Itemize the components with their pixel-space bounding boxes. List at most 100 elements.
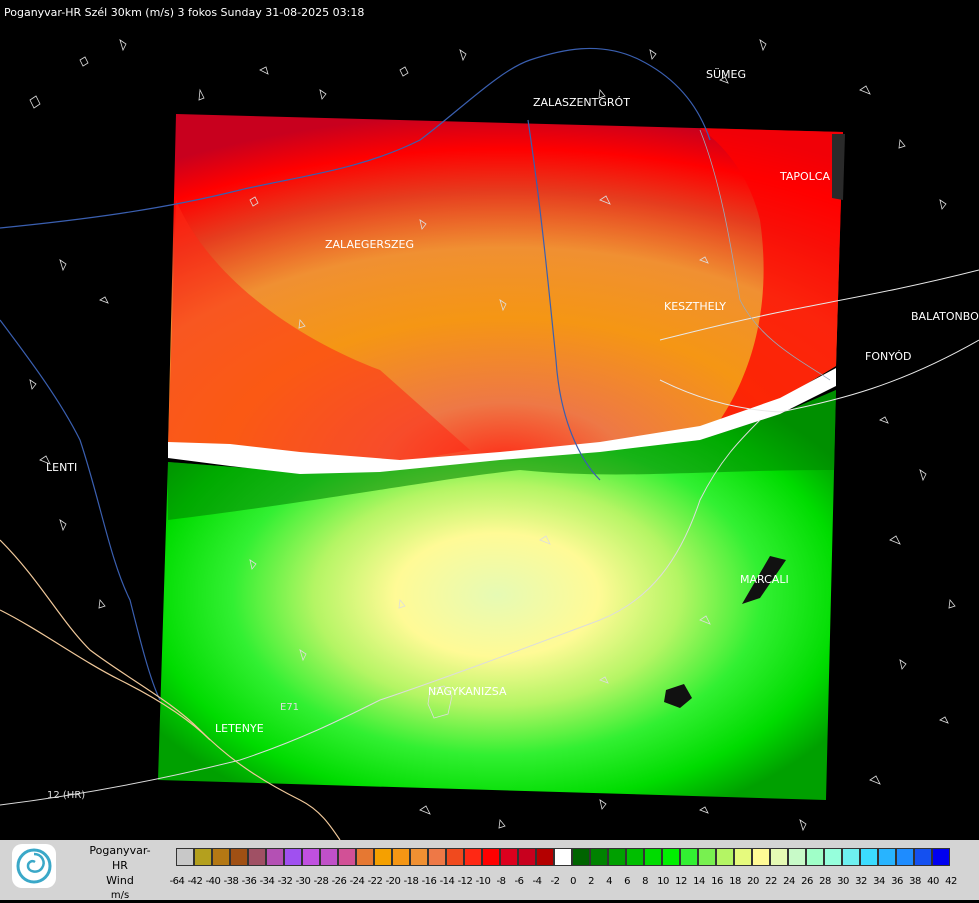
legend-tick-label: -14 — [439, 876, 455, 887]
legend-tick-label: -26 — [331, 876, 347, 887]
legend-tick-label: -8 — [496, 876, 506, 887]
legend-swatch — [356, 848, 374, 866]
legend-swatch — [788, 848, 806, 866]
legend-swatch — [914, 848, 932, 866]
legend-swatch — [572, 848, 590, 866]
legend-tick-label: 4 — [606, 876, 612, 887]
city-label-sumeg: SÜMEG — [706, 68, 746, 81]
city-labels: SÜMEG ZALASZENTGRÓT TAPOLCA ZALAEGERSZEG… — [46, 68, 979, 801]
legend-swatch — [410, 848, 428, 866]
legend-swatch — [320, 848, 338, 866]
legend-swatch — [212, 848, 230, 866]
map-svg: SÜMEG ZALASZENTGRÓT TAPOLCA ZALAEGERSZEG… — [0, 39, 979, 841]
legend-tick-label: 0 — [570, 876, 576, 887]
legend-tick-label: 26 — [801, 876, 813, 887]
legend-bar: Poganyvar-HR Wind m/s -64 -42 -40 -38 -36 -34… — [0, 840, 979, 903]
legend-tick-label: 28 — [819, 876, 831, 887]
velocity-strong-left — [168, 200, 470, 462]
map-title: Poganyvar-HR Szél 30km (m/s) 3 fokos Sun… — [4, 6, 365, 19]
legend-swatch — [230, 848, 248, 866]
legend-tick-label: 18 — [729, 876, 741, 887]
legend-tick-label: 30 — [837, 876, 849, 887]
legend-title: Poganyvar-HR Wind m/s — [84, 843, 156, 903]
legend-tick-label: 34 — [873, 876, 885, 887]
legend-swatch — [860, 848, 878, 866]
settlements — [29, 39, 956, 832]
city-label-tapolca: TAPOLCA — [779, 170, 830, 183]
legend-swatch — [266, 848, 284, 866]
legend-swatch — [284, 848, 302, 866]
legend-swatch — [302, 848, 320, 866]
no-data-patch — [742, 556, 786, 604]
legend-tick-label: -18 — [403, 876, 419, 887]
legend-title-line: m/s — [110, 890, 130, 901]
legend-swatch — [392, 848, 410, 866]
no-data-patch — [664, 684, 692, 708]
legend-tick-label: -30 — [295, 876, 311, 887]
legend-swatch — [878, 848, 896, 866]
legend-swatch — [770, 848, 788, 866]
legend-tick-label: 40 — [927, 876, 939, 887]
legend-tick-label: 14 — [693, 876, 705, 887]
legend-tick-label: -22 — [367, 876, 383, 887]
river — [0, 47, 711, 229]
legend-tick-label: 8 — [642, 876, 648, 887]
legend-tick-label: 6 — [624, 876, 630, 887]
legend-swatch — [644, 848, 662, 866]
legend-tick-label: -24 — [349, 876, 365, 887]
velocity-inbound-dark — [168, 390, 836, 520]
legend-swatch — [842, 848, 860, 866]
legend-tick-label: 36 — [891, 876, 903, 887]
road — [0, 539, 341, 841]
legend-swatch — [464, 848, 482, 866]
legend-swatch — [176, 848, 194, 866]
no-data-patch — [832, 134, 845, 200]
legend-tick-label: 16 — [711, 876, 723, 887]
city-label-nagykanizsa: NAGYKANIZSA — [428, 685, 507, 698]
river — [0, 319, 161, 701]
legend-tick-label: 38 — [909, 876, 921, 887]
river — [527, 119, 601, 481]
border — [699, 129, 831, 381]
lake-balaton — [659, 269, 979, 341]
legend-swatch — [626, 848, 644, 866]
legend-swatch — [734, 848, 752, 866]
legend-swatch — [194, 848, 212, 866]
legend-swatch — [554, 848, 572, 866]
city-label-keszthely: KESZTHELY — [664, 300, 726, 313]
legend-tick-label: 12 — [675, 876, 687, 887]
legend-tick-label: 20 — [747, 876, 759, 887]
legend-tick-label: -16 — [421, 876, 437, 887]
poganyvar-logo — [12, 844, 56, 888]
legend-tick-label: 10 — [657, 876, 669, 887]
legend-swatch — [662, 848, 680, 866]
legend-swatch — [752, 848, 770, 866]
legend-swatch — [932, 848, 950, 866]
legend-tick-label: -64 — [169, 876, 185, 887]
legend-tick-label: -34 — [259, 876, 275, 887]
road-label-e71: E71 — [280, 702, 299, 713]
road — [0, 419, 761, 806]
legend-tick-label: -32 — [277, 876, 293, 887]
legend-swatch — [536, 848, 554, 866]
legend-tick-label: -4 — [532, 876, 542, 887]
city-label-zalaszentgrot: ZALASZENTGRÓT — [533, 96, 630, 109]
legend-swatches — [176, 848, 950, 866]
legend-tick-label: 22 — [765, 876, 777, 887]
legend-swatch — [374, 848, 392, 866]
legend-tick-label: -10 — [475, 876, 491, 887]
zero-velocity-band — [168, 368, 836, 474]
city-label-zalaegerszeg: ZALAEGERSZEG — [325, 238, 414, 251]
legend-tick-label: -40 — [205, 876, 221, 887]
legend-tick-label: -20 — [385, 876, 401, 887]
legend-swatch — [824, 848, 842, 866]
legend-swatch — [680, 848, 698, 866]
legend-tick-label: -2 — [550, 876, 560, 887]
road — [0, 609, 211, 741]
legend-tick-label: 32 — [855, 876, 867, 887]
legend-tick-label: -38 — [223, 876, 239, 887]
city-label-fonyod: FONYÓD — [865, 350, 911, 363]
city-label-lenti: LENTI — [46, 461, 77, 474]
city-label-letenye: LETENYE — [215, 722, 264, 735]
